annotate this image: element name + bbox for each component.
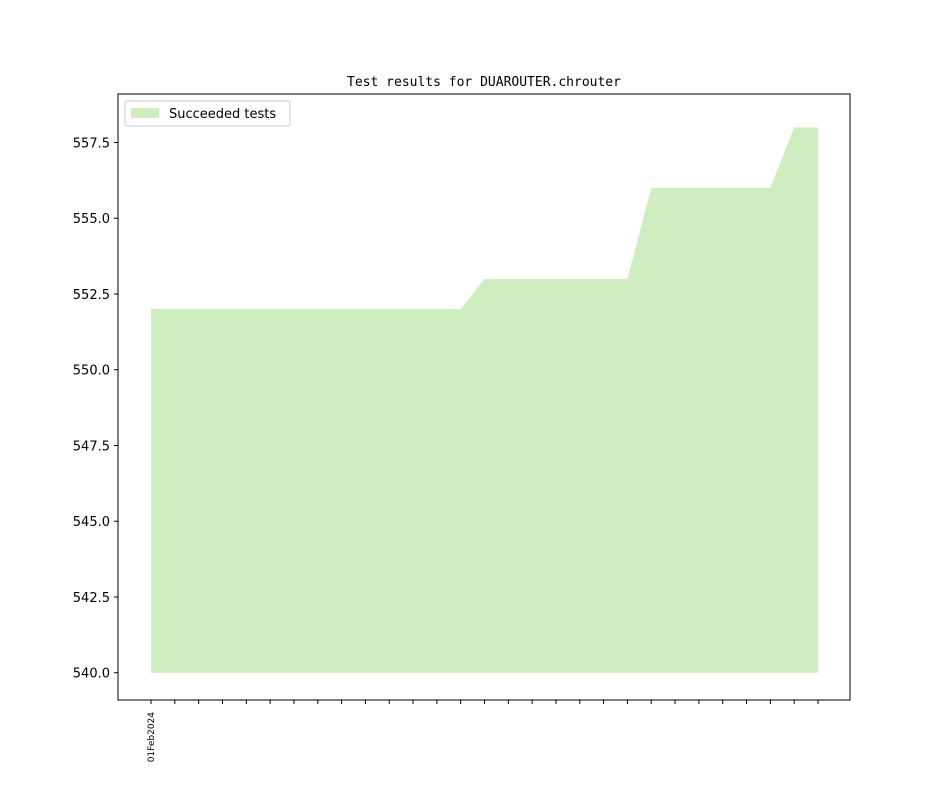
- succeeded-tests-area: [151, 127, 818, 673]
- x-axis: 01Feb2024: [147, 700, 819, 763]
- y-tick-label: 545.0: [73, 515, 110, 530]
- y-tick-label: 550.0: [73, 364, 110, 379]
- x-tick-label: 01Feb2024: [147, 712, 157, 763]
- legend-box: [124, 100, 291, 127]
- legend-label: Succeeded tests: [169, 107, 276, 122]
- y-axis: 540.0 542.5 545.0 547.5 550.0 552.5 555.0 557.5: [73, 136, 118, 682]
- y-tick-label: 557.5: [73, 136, 110, 151]
- legend: Succeeded tests: [124, 100, 291, 127]
- y-tick-label: 540.0: [73, 667, 110, 682]
- y-tick-label: 542.5: [73, 591, 110, 606]
- y-tick-label: 547.5: [73, 439, 110, 454]
- area-layer: [151, 127, 818, 673]
- chart-title: Test results for DUAROUTER.chrouter: [347, 75, 621, 90]
- legend-swatch: [131, 108, 159, 118]
- y-tick-label: 555.0: [73, 212, 110, 227]
- y-tick-label: 552.5: [73, 288, 110, 303]
